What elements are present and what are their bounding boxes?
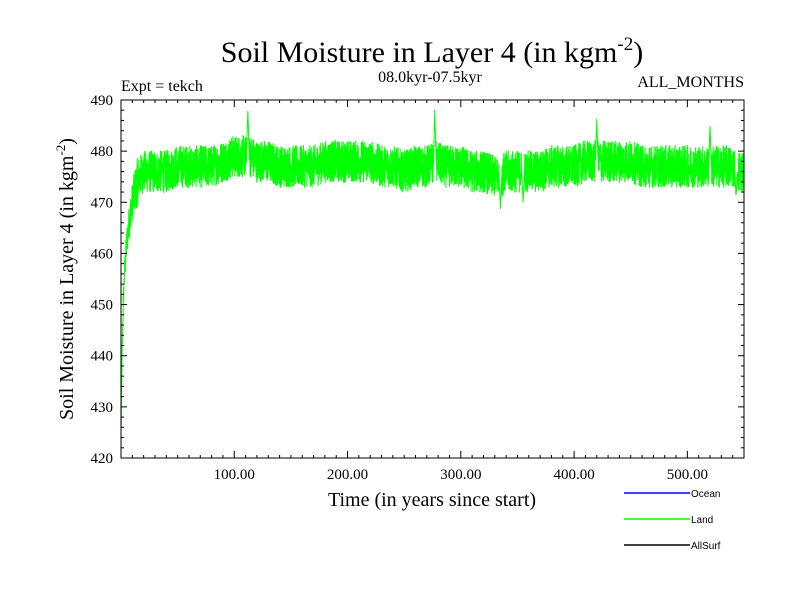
y-tick-label: 450 (91, 298, 114, 314)
legend: Ocean Land AllSurf (624, 489, 721, 552)
legend-land-label: Land (691, 515, 713, 526)
y-axis-label: Soil Moisture in Layer 4 (in kgm-2) (53, 138, 78, 420)
x-axis-label: Time (in years since start) (328, 489, 536, 511)
series-land-line (120, 109, 745, 430)
plot-area (120, 109, 745, 430)
y-tick-label: 490 (91, 93, 114, 109)
y-axis: 420 430 440 450 460 470 480 490 (91, 93, 744, 467)
x-tick-label: 500.00 (667, 467, 708, 483)
chart-title: Soil Moisture in Layer 4 (in kgm-2) (221, 34, 643, 69)
y-tick-label: 440 (91, 349, 114, 365)
months-label: ALL_MONTHS (637, 74, 744, 91)
legend-allsurf-label: AllSurf (691, 541, 721, 552)
x-axis: 100.00 200.00 300.00 400.00 500.00 (131, 100, 734, 483)
y-tick-label: 430 (91, 400, 114, 416)
x-tick-label: 400.00 (553, 467, 594, 483)
time-range-label: 08.0kyr-07.5kyr (378, 69, 482, 86)
x-tick-label: 300.00 (440, 467, 481, 483)
experiment-label: Expt = tekch (121, 78, 203, 95)
y-tick-label: 460 (91, 246, 114, 262)
y-tick-label: 480 (91, 144, 114, 160)
legend-ocean-label: Ocean (691, 489, 720, 500)
x-tick-label: 200.00 (327, 467, 368, 483)
x-tick-label: 100.00 (214, 467, 255, 483)
y-tick-label: 470 (91, 195, 114, 211)
y-tick-label: 420 (91, 451, 114, 467)
plot-frame (120, 99, 745, 459)
